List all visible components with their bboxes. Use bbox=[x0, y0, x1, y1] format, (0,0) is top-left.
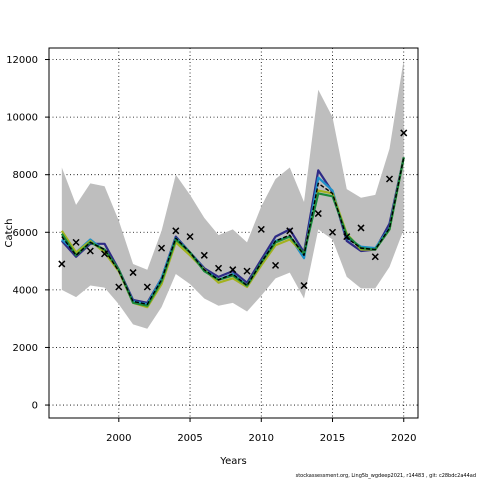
observed-point bbox=[72, 238, 80, 246]
observed-point bbox=[129, 269, 137, 277]
observed-point bbox=[186, 233, 194, 241]
x-tick-label: 2010 bbox=[249, 433, 274, 444]
y-tick-label: 0 bbox=[32, 401, 38, 412]
series-line bbox=[60, 157, 405, 307]
observed-point bbox=[101, 250, 109, 258]
y-tick-label: 8000 bbox=[13, 170, 38, 181]
y-tick-label: 2000 bbox=[13, 343, 38, 354]
y-tick-label: 6000 bbox=[13, 228, 38, 239]
series-line bbox=[61, 157, 405, 305]
observed-point bbox=[357, 224, 365, 232]
observed-point bbox=[371, 253, 379, 261]
observed-catch-points bbox=[58, 129, 408, 291]
grid-lines bbox=[49, 48, 418, 418]
observed-point bbox=[58, 260, 66, 268]
observed-point bbox=[229, 266, 237, 274]
observed-point bbox=[328, 228, 337, 236]
observed-point bbox=[158, 244, 166, 252]
observed-point bbox=[314, 210, 322, 218]
y-axis-ticks: 0 2000 4000 6000 8000 10000 12000 bbox=[6, 55, 49, 412]
observed-point bbox=[271, 261, 280, 269]
observed-point bbox=[115, 283, 123, 291]
x-axis-title: Years bbox=[219, 456, 246, 467]
y-tick-label: 10000 bbox=[6, 113, 38, 124]
observed-point bbox=[200, 251, 208, 259]
y-tick-label: 4000 bbox=[13, 285, 38, 296]
x-tick-label: 2005 bbox=[177, 433, 202, 444]
confidence-band-layer bbox=[61, 59, 404, 329]
x-axis-ticks: 2000 2005 2010 2015 2020 bbox=[106, 418, 416, 444]
observed-point bbox=[400, 129, 408, 137]
observed-point bbox=[385, 175, 394, 183]
observed-point bbox=[286, 227, 294, 235]
series-lines-layer bbox=[60, 157, 405, 309]
x-tick-label: 2015 bbox=[320, 433, 345, 444]
observed-point bbox=[172, 227, 180, 235]
confidence-band bbox=[61, 59, 404, 329]
source-footnote: stockassessment.org, Ling5b_wgdeep2021, … bbox=[295, 473, 476, 479]
x-tick-label: 2020 bbox=[391, 433, 416, 444]
observed-point bbox=[86, 247, 94, 255]
observed-point bbox=[343, 233, 351, 241]
observed-point bbox=[300, 282, 308, 290]
x-tick-label: 2000 bbox=[106, 433, 131, 444]
plot-frame bbox=[48, 47, 419, 419]
observed-point bbox=[243, 267, 251, 275]
observed-point bbox=[257, 225, 265, 233]
y-tick-label: 12000 bbox=[6, 55, 38, 66]
observed-point bbox=[143, 283, 151, 291]
observed-point bbox=[215, 264, 223, 272]
y-axis-title: Catch bbox=[4, 219, 15, 248]
